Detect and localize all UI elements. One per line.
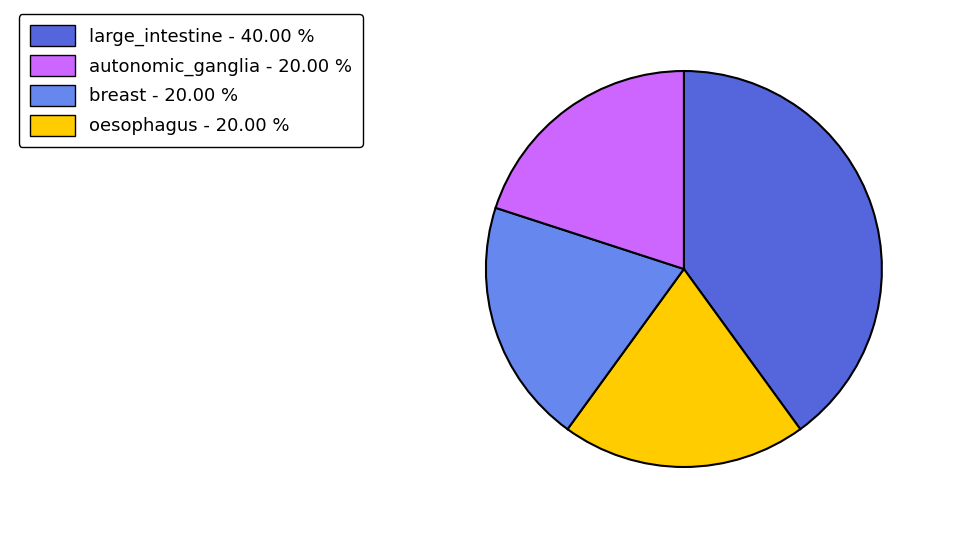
Wedge shape xyxy=(684,71,882,429)
Legend: large_intestine - 40.00 %, autonomic_ganglia - 20.00 %, breast - 20.00 %, oesoph: large_intestine - 40.00 %, autonomic_gan… xyxy=(19,15,363,146)
Wedge shape xyxy=(568,269,800,467)
Wedge shape xyxy=(495,71,684,269)
Wedge shape xyxy=(486,208,684,429)
